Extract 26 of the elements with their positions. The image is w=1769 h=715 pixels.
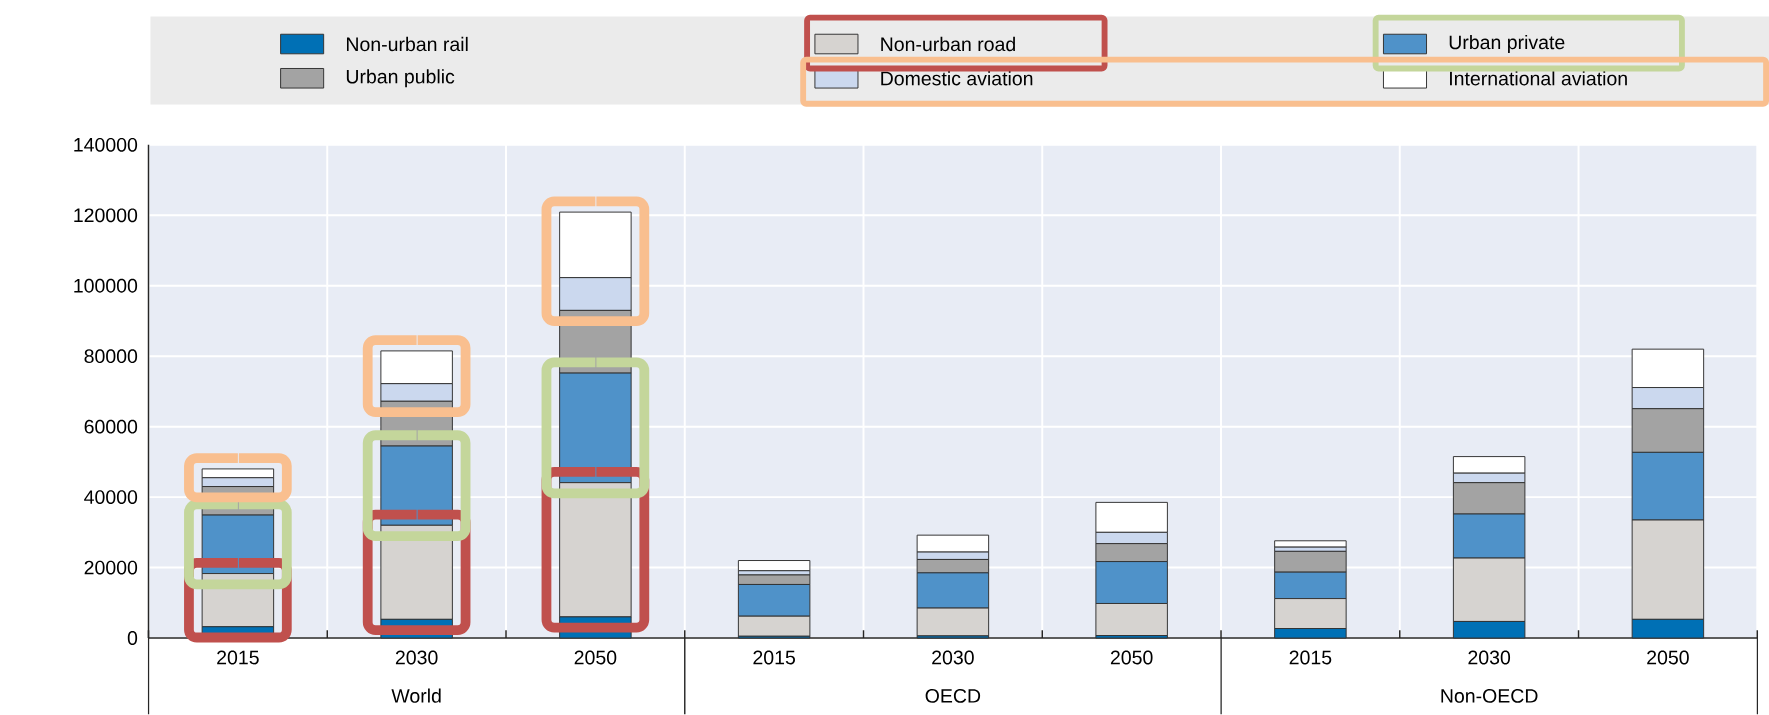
y-tick-label: 0 — [127, 630, 138, 645]
x-tick-label: 2050 — [1110, 650, 1153, 665]
text: World — [391, 688, 441, 703]
x-tick-label: 2030 — [932, 650, 974, 665]
legend-label: Non-urban road — [881, 36, 1015, 52]
x-tick-label: 2015 — [1289, 650, 1332, 665]
legend-label: Urban public — [346, 69, 455, 88]
legend-label: Domestic aviation — [881, 70, 1033, 86]
legend-label: International aviation — [1450, 70, 1627, 86]
y-tick-label: 140000 — [74, 137, 138, 152]
y-tick-label: 60000 — [84, 419, 138, 434]
y-tick-label: 120000 — [74, 208, 138, 223]
x-tick-label: 2030 — [395, 650, 438, 665]
x-tick-label: 2015 — [217, 650, 259, 665]
y-tick-label: 80000 — [84, 349, 138, 363]
legend-label: Non-urban rail — [347, 36, 468, 52]
text: Non-OECD — [1441, 688, 1538, 703]
x-tick-label: 2050 — [574, 650, 617, 665]
text: OECD — [925, 688, 981, 703]
y-tick-label: 20000 — [84, 560, 138, 575]
y-tick-label: 40000 — [84, 490, 138, 504]
y-tick-label: 100000 — [74, 278, 138, 293]
x-tick-label: 2015 — [753, 650, 795, 665]
legend-label: Urban private — [1449, 34, 1565, 53]
x-tick-label: 2030 — [1468, 650, 1511, 665]
x-tick-label: 2050 — [1647, 650, 1689, 665]
